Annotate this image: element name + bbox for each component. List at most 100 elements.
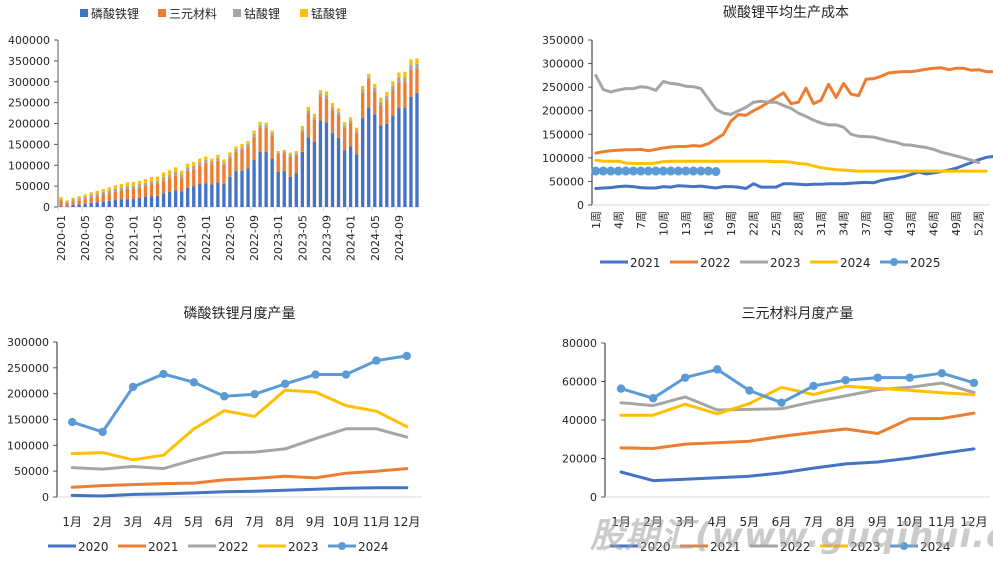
bar-segment-1 — [83, 199, 86, 204]
bar-segment-2 — [216, 158, 219, 161]
bar-segment-3 — [156, 177, 159, 181]
bar-segment-2 — [126, 186, 129, 189]
bar-segment-3 — [391, 81, 394, 86]
data-point-2024 — [220, 392, 228, 400]
bar-segment-3 — [301, 126, 304, 129]
bar-segment-0 — [156, 196, 159, 207]
bar-segment-3 — [71, 198, 74, 200]
bar-segment-1 — [246, 146, 249, 168]
bar-segment-2 — [271, 133, 274, 136]
bar-segment-0 — [210, 184, 213, 207]
bar-segment-2 — [222, 162, 225, 165]
bar-segment-1 — [150, 184, 153, 196]
bar-segment-1 — [337, 115, 340, 138]
bar-segment-2 — [150, 181, 153, 184]
bar-segment-2 — [325, 96, 328, 99]
bar-segment-2 — [59, 199, 62, 200]
bar-segment-1 — [325, 99, 328, 122]
bar-segment-1 — [283, 153, 286, 171]
bar-segment-0 — [198, 184, 201, 207]
bar-segment-3 — [246, 141, 249, 144]
bar-segment-2 — [71, 199, 74, 201]
y-tick-label: 50000 — [14, 465, 49, 478]
legend-label-2024: 2024 — [840, 256, 871, 270]
x-tick-label: 19周 — [725, 211, 738, 236]
x-tick-label: 8月 — [836, 515, 856, 529]
y-tick-label: 200000 — [8, 118, 50, 131]
y-tick-label: 200000 — [7, 388, 49, 401]
bar-segment-2 — [228, 155, 231, 158]
data-point-2024 — [403, 352, 411, 360]
x-tick-label: 12月 — [393, 515, 420, 529]
bar-segment-3 — [144, 179, 147, 183]
x-tick-label: 2021-05 — [152, 215, 165, 261]
y-tick-label: 300000 — [7, 336, 49, 349]
bar-segment-3 — [397, 73, 400, 78]
bar-segment-3 — [283, 150, 286, 152]
bar-segment-3 — [240, 144, 243, 147]
bar-segment-1 — [90, 197, 93, 202]
bar-segment-2 — [120, 187, 123, 190]
bar-segment-0 — [313, 142, 316, 207]
bar-segment-1 — [126, 189, 129, 199]
legend-marker-2024 — [338, 542, 346, 550]
legend-label-2023: 2023 — [770, 256, 801, 270]
bar-segment-0 — [77, 204, 80, 207]
x-tick-label: 25周 — [770, 211, 783, 236]
bar-segment-1 — [258, 128, 261, 152]
data-point-2024 — [190, 378, 198, 386]
data-point-2024 — [938, 369, 946, 377]
data-point-2024 — [906, 373, 914, 381]
bar-segment-3 — [132, 182, 135, 186]
bar-segment-0 — [90, 203, 93, 207]
x-tick-label: 1周 — [590, 211, 603, 229]
series-line-2021 — [72, 469, 407, 488]
bar-segment-1 — [144, 186, 147, 197]
y-tick-label: 100000 — [8, 159, 50, 172]
legend-label-2025: 2025 — [910, 256, 941, 270]
bar-segment-0 — [415, 93, 418, 207]
bar-segment-1 — [355, 133, 358, 154]
bar-segment-1 — [409, 70, 412, 97]
bar-segment-2 — [156, 181, 159, 184]
bar-segment-0 — [216, 182, 219, 207]
bar-segment-1 — [367, 80, 370, 108]
bar-segment-2 — [373, 88, 376, 91]
data-point-2024 — [342, 370, 350, 378]
bar-segment-0 — [204, 183, 207, 207]
bar-segment-1 — [228, 158, 231, 177]
bar-segment-1 — [373, 91, 376, 114]
bar-segment-2 — [132, 186, 135, 189]
bar-segment-2 — [289, 155, 292, 157]
bar-segment-2 — [361, 89, 364, 92]
y-tick-label: 100000 — [542, 152, 584, 165]
legend-label-2022: 2022 — [700, 256, 731, 270]
bar-segment-2 — [198, 162, 201, 165]
bar-segment-1 — [234, 152, 237, 171]
x-tick-label: 2月 — [643, 515, 663, 529]
legend-label-2024: 2024 — [920, 540, 951, 554]
legend-label-2021: 2021 — [630, 256, 661, 270]
data-point-2024 — [841, 376, 849, 384]
bar-segment-0 — [228, 177, 231, 207]
bar-segment-0 — [403, 108, 406, 207]
y-tick-label: 400000 — [8, 34, 50, 47]
bar-segment-1 — [349, 123, 352, 146]
bar-segment-0 — [252, 160, 255, 207]
bar-segment-2 — [83, 197, 86, 199]
bar-segment-3 — [168, 170, 171, 175]
chart-title: 碳酸锂平均生产成本 — [723, 5, 849, 21]
bar-segment-1 — [264, 128, 267, 152]
bar-segment-2 — [204, 160, 207, 163]
bar-segment-0 — [289, 177, 292, 207]
bar-segment-2 — [415, 64, 418, 69]
x-tick-label: 2024-09 — [393, 215, 406, 261]
bar-segment-1 — [120, 190, 123, 199]
series-line-2022 — [72, 429, 407, 469]
bar-segment-3 — [216, 155, 219, 158]
legend-label-2: 钴酸锂 — [244, 6, 280, 21]
bar-segment-2 — [264, 125, 267, 128]
bar-segment-2 — [277, 153, 280, 155]
data-point-2024 — [98, 428, 106, 436]
